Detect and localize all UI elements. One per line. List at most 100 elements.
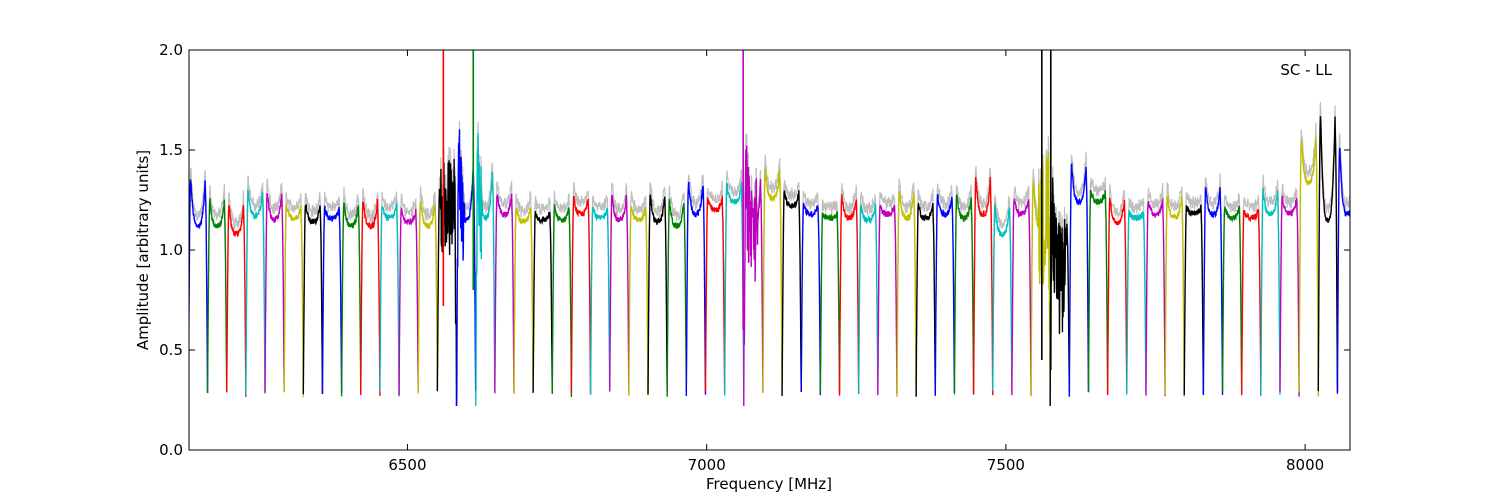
background-trace-30 xyxy=(762,155,783,383)
channel-series-40 xyxy=(953,194,975,395)
spike-layer xyxy=(442,50,1052,370)
channel-series-0 xyxy=(189,179,209,394)
background-trace-31 xyxy=(781,180,802,387)
background-trace-48 xyxy=(1107,184,1128,388)
channel-series-34 xyxy=(838,194,860,396)
x-axis-label: Frequency [MHz] xyxy=(706,475,832,493)
background-trace-55 xyxy=(1241,194,1262,384)
background-trace-17 xyxy=(513,190,534,388)
background-trace-24 xyxy=(647,182,668,385)
channel-series-23 xyxy=(628,206,649,396)
background-trace-23 xyxy=(628,191,649,386)
y-tick-label: 0.0 xyxy=(159,441,183,459)
background-trace-11 xyxy=(398,193,419,387)
background-trace-36 xyxy=(877,192,898,387)
channel-series-6 xyxy=(302,204,324,395)
channel-series-48 xyxy=(1106,197,1128,395)
x-tick-label: 8000 xyxy=(1286,456,1324,474)
channel-series-9 xyxy=(360,198,381,396)
background-trace-10 xyxy=(379,191,400,387)
channel-series-38 xyxy=(915,202,936,397)
channel-series-57 xyxy=(1279,195,1300,397)
channel-series-21 xyxy=(589,206,611,395)
y-axis: 0.0 0.5 1.0 1.5 2.0 xyxy=(159,41,1350,459)
background-trace-22 xyxy=(609,182,630,380)
background-trace-5 xyxy=(283,191,304,390)
background-trace-37 xyxy=(896,178,917,389)
background-trace-56 xyxy=(1260,174,1281,383)
background-trace-52 xyxy=(1183,192,1204,387)
background-trace-layer xyxy=(189,102,1350,400)
background-trace-12 xyxy=(417,186,438,385)
y-tick-label: 1.0 xyxy=(159,241,183,259)
channel-series-50 xyxy=(1145,198,1166,397)
background-trace-35 xyxy=(858,192,879,380)
channel-series-7 xyxy=(321,205,343,394)
channel-series-25 xyxy=(666,198,688,397)
channel-series-27 xyxy=(704,195,726,393)
channel-series-4 xyxy=(264,192,285,394)
background-trace-6 xyxy=(302,192,324,387)
background-trace-7 xyxy=(321,191,343,387)
channel-series-8 xyxy=(340,202,362,397)
background-trace-49 xyxy=(1126,197,1147,386)
background-trace-47 xyxy=(1087,176,1109,386)
x-tick-label: 6500 xyxy=(388,456,426,474)
channel-series-layer xyxy=(189,116,1350,407)
background-trace-20 xyxy=(570,181,592,386)
channel-series-45 xyxy=(1049,177,1071,407)
channel-series-17 xyxy=(513,207,534,394)
channel-series-58 xyxy=(1298,137,1319,397)
channel-series-46 xyxy=(1068,162,1090,397)
background-trace-27 xyxy=(704,180,726,381)
channel-series-54 xyxy=(1221,205,1243,393)
y-tick-label: 2.0 xyxy=(159,41,183,59)
channel-series-2 xyxy=(226,205,247,397)
y-tick-label: 0.5 xyxy=(159,341,183,359)
channel-series-3 xyxy=(245,189,266,396)
channel-series-32 xyxy=(800,202,822,396)
channel-series-51 xyxy=(1164,195,1185,397)
channel-series-37 xyxy=(896,190,917,397)
channel-series-29 xyxy=(743,145,764,407)
channel-series-16 xyxy=(494,193,515,394)
channel-series-28 xyxy=(723,182,745,396)
channel-series-33 xyxy=(819,211,841,394)
background-trace-34 xyxy=(838,183,860,383)
channel-series-56 xyxy=(1260,188,1281,397)
channel-series-15 xyxy=(474,132,496,407)
channel-series-39 xyxy=(934,194,956,396)
background-trace-9 xyxy=(360,188,381,389)
channel-series-55 xyxy=(1240,209,1262,396)
background-trace-3 xyxy=(245,175,266,386)
background-trace-28 xyxy=(724,169,745,388)
channel-series-44 xyxy=(1030,152,1051,407)
background-trace-38 xyxy=(915,188,936,386)
background-trace-40 xyxy=(953,184,975,389)
channel-series-13 xyxy=(436,158,458,407)
channel-series-49 xyxy=(1126,209,1147,395)
background-trace-32 xyxy=(800,190,821,389)
x-tick-label: 7500 xyxy=(987,456,1025,474)
channel-series-24 xyxy=(647,194,668,395)
background-trace-16 xyxy=(494,180,515,385)
channel-series-36 xyxy=(877,204,898,396)
channel-series-1 xyxy=(206,198,228,394)
background-trace-53 xyxy=(1202,173,1224,387)
background-trace-19 xyxy=(551,190,573,389)
channel-series-35 xyxy=(857,203,879,394)
background-trace-54 xyxy=(1221,193,1243,385)
background-trace-1 xyxy=(206,184,228,378)
channel-series-12 xyxy=(417,200,439,394)
background-trace-26 xyxy=(685,174,707,386)
background-trace-51 xyxy=(1164,182,1185,387)
channel-series-5 xyxy=(283,204,304,397)
channel-series-30 xyxy=(762,166,783,394)
channel-series-31 xyxy=(781,190,802,396)
background-trace-21 xyxy=(589,194,611,381)
channel-series-18 xyxy=(532,211,553,393)
background-trace-4 xyxy=(264,178,285,386)
channel-series-19 xyxy=(551,203,573,397)
background-trace-8 xyxy=(341,186,362,390)
